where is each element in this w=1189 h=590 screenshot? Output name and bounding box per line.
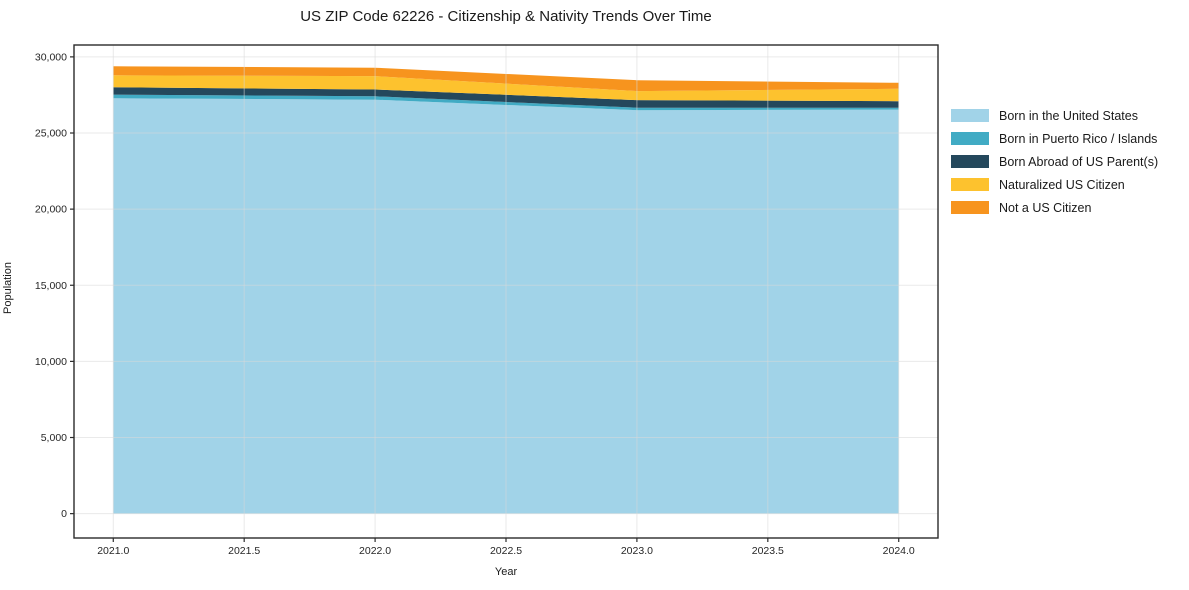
x-tick-label: 2023.0: [621, 545, 653, 557]
y-tick-label: 25,000: [35, 128, 67, 140]
y-tick-label: 30,000: [35, 51, 67, 63]
chart-title: US ZIP Code 62226 - Citizenship & Nativi…: [300, 8, 712, 25]
legend-label: Not a US Citizen: [999, 200, 1092, 215]
x-tick-label: 2022.0: [359, 545, 391, 557]
gridline-layer: [74, 45, 938, 538]
x-tick-label: 2021.0: [97, 545, 129, 557]
legend-label: Born Abroad of US Parent(s): [999, 154, 1159, 169]
legend-item: Naturalized US Citizen: [951, 173, 1158, 196]
legend-item: Not a US Citizen: [951, 196, 1158, 219]
legend-label: Naturalized US Citizen: [999, 177, 1125, 192]
legend: Born in the United States Born in Puerto …: [951, 104, 1158, 219]
x-tick-label: 2024.0: [883, 545, 915, 557]
y-tick-label: 20,000: [35, 204, 67, 216]
y-tick-label: 10,000: [35, 356, 67, 368]
x-tick-label: 2022.5: [490, 545, 522, 557]
legend-swatch-icon: [951, 201, 989, 214]
legend-swatch-icon: [951, 155, 989, 168]
y-tick-label: 15,000: [35, 280, 67, 292]
y-tick-label: 0: [61, 508, 67, 520]
legend-swatch-icon: [951, 109, 989, 122]
y-tick-label: 5,000: [41, 432, 67, 444]
x-tick-label: 2023.5: [752, 545, 784, 557]
legend-label: Born in Puerto Rico / Islands: [999, 131, 1158, 146]
legend-item: Born in the United States: [951, 104, 1158, 127]
axis-ticks-layer: 2021.0 2021.5 2022.0 2022.5 2023.0 2023.5 2024…: [35, 51, 915, 557]
legend-item: Born Abroad of US Parent(s): [951, 150, 1158, 173]
x-tick-label: 2021.5: [228, 545, 260, 557]
legend-swatch-icon: [951, 132, 989, 145]
legend-label: Born in the United States: [999, 108, 1138, 123]
legend-item: Born in Puerto Rico / Islands: [951, 127, 1158, 150]
legend-swatch-icon: [951, 178, 989, 191]
x-axis-title: Year: [494, 566, 518, 578]
